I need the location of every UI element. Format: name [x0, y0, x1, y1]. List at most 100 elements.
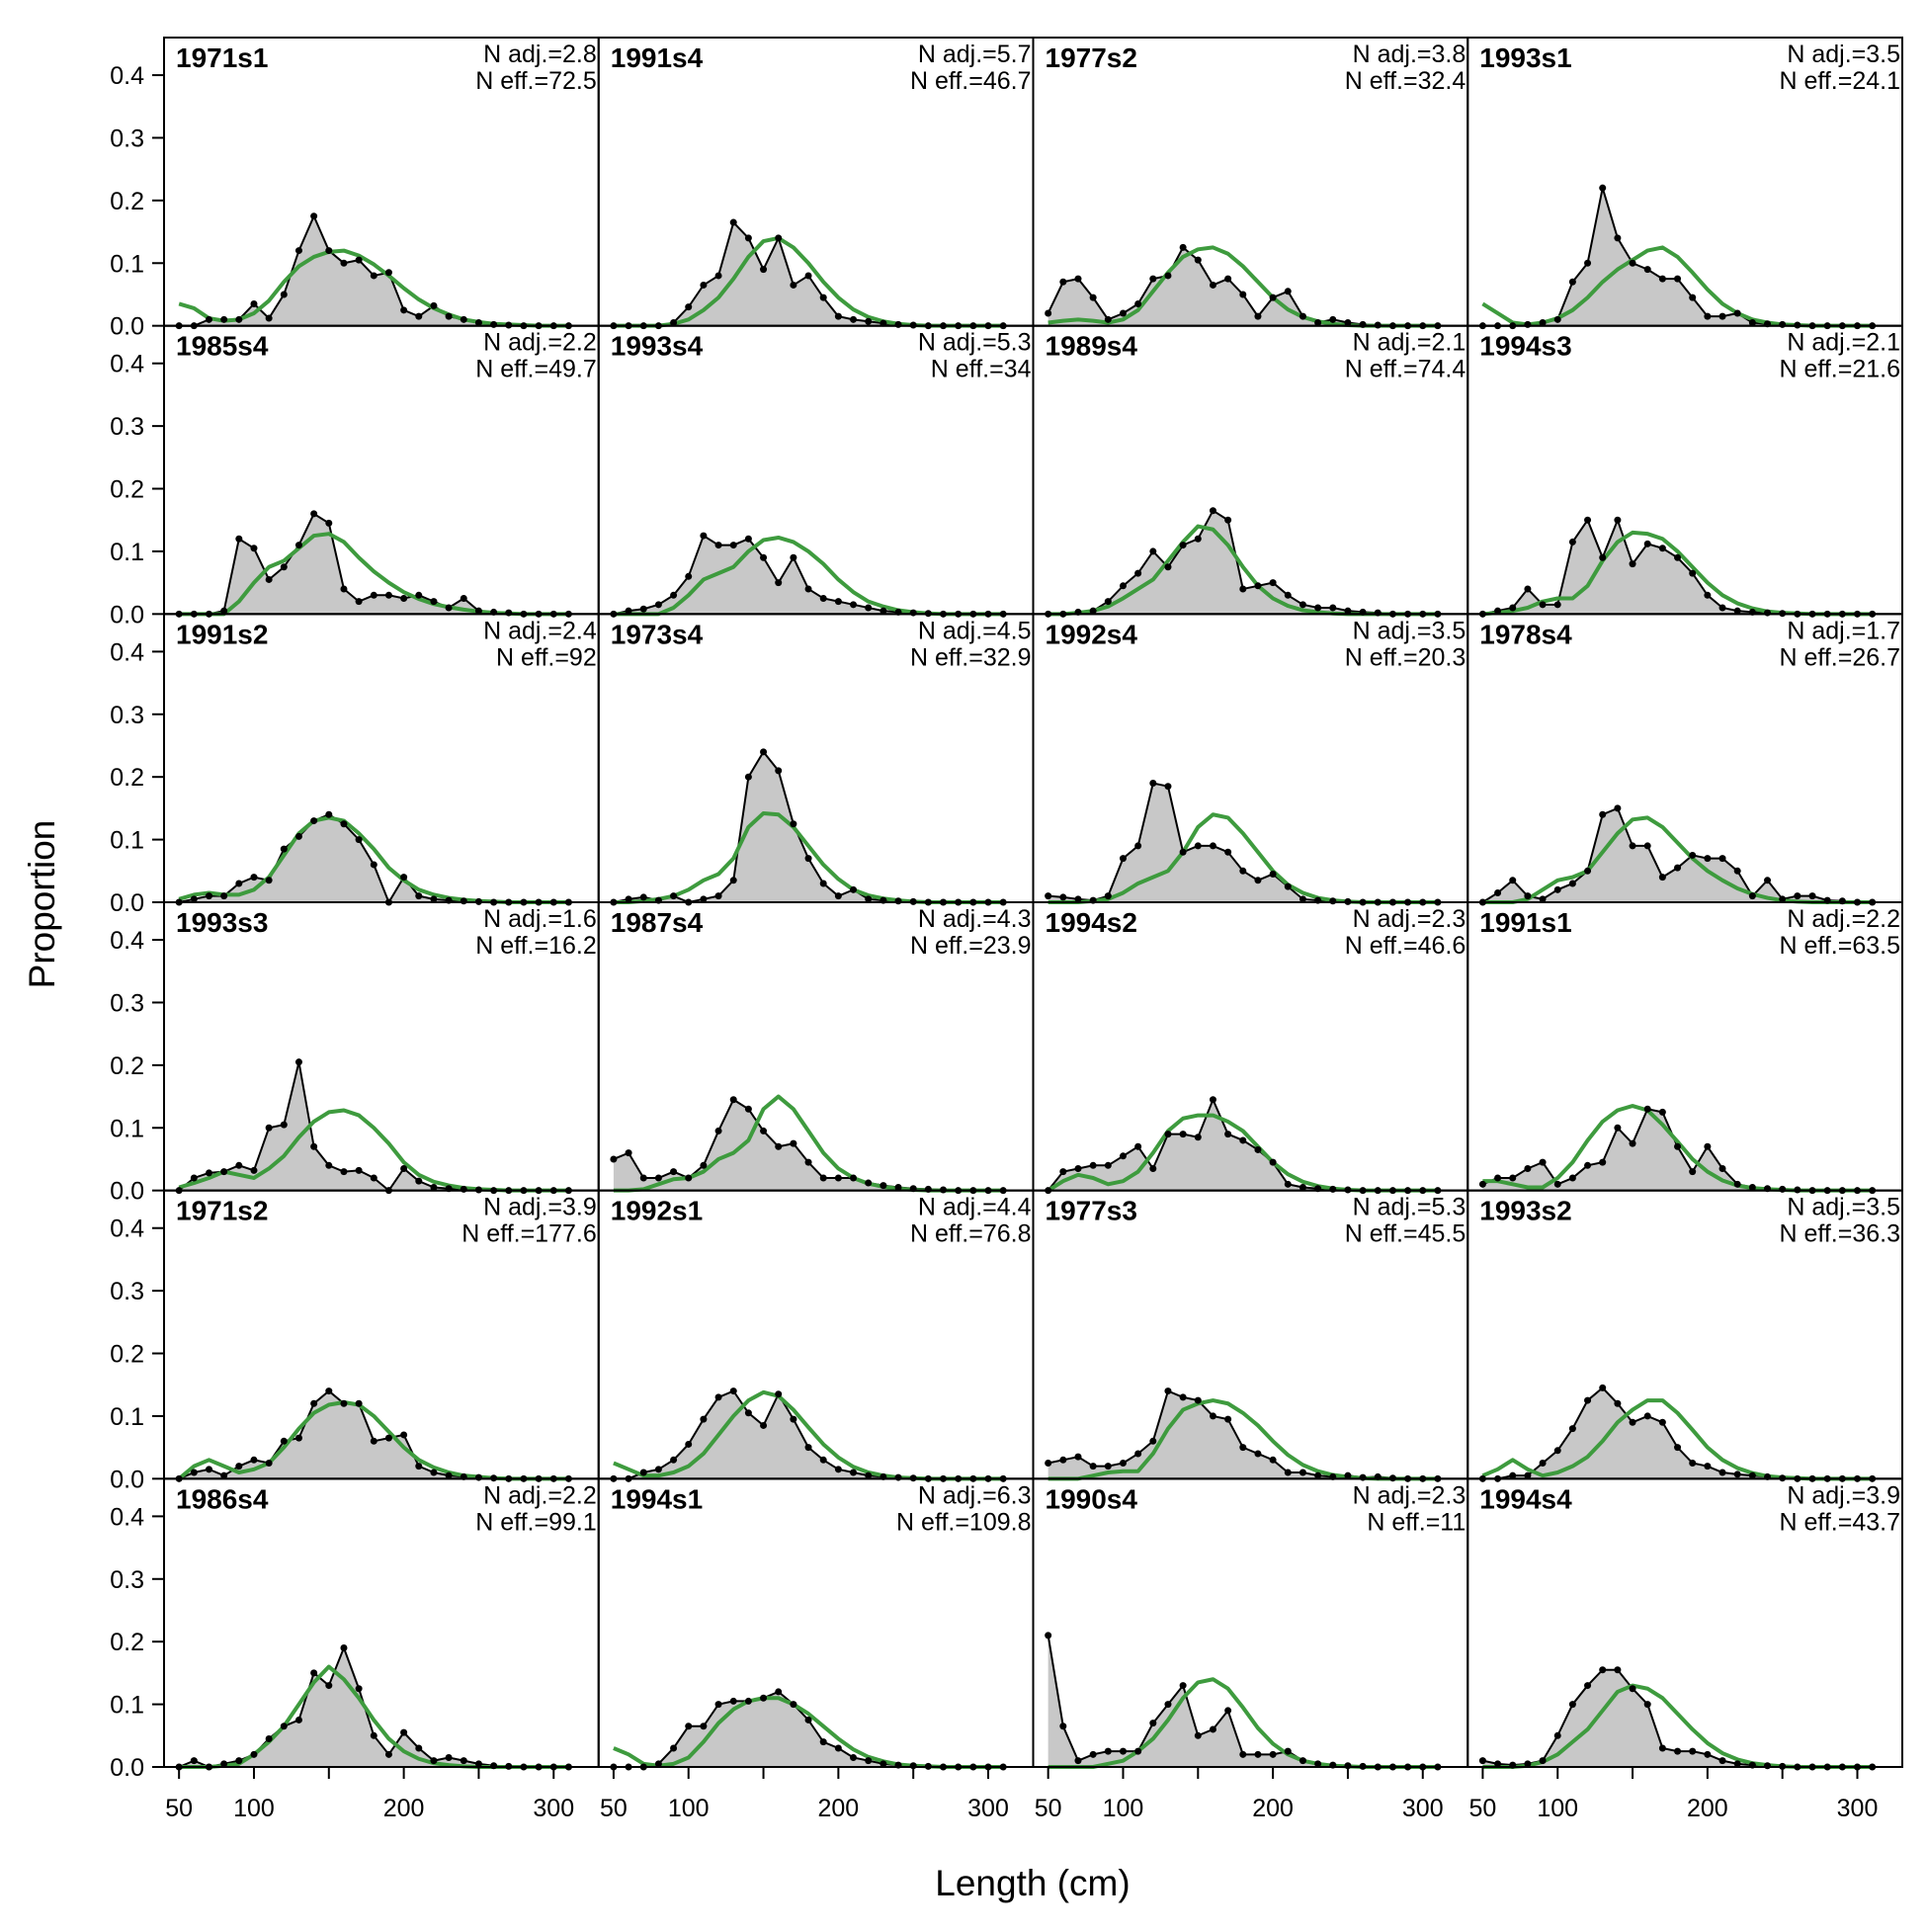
- observed-point: [654, 1760, 662, 1768]
- observed-point: [1568, 1701, 1576, 1709]
- observed-point: [804, 1444, 812, 1452]
- observed-point: [1524, 892, 1532, 900]
- observed-point: [1194, 842, 1202, 850]
- observed-point: [1045, 1632, 1052, 1639]
- observed-point: [670, 591, 678, 599]
- panel-1971s1: 1971s1 N adj.=2.8N eff.=72.5: [163, 37, 600, 330]
- observed-area: [1047, 1635, 1438, 1767]
- x-tick-label: 100: [1537, 1795, 1578, 1822]
- observed-point: [1539, 1158, 1547, 1166]
- observed-point: [1658, 1108, 1666, 1116]
- n-adj-label: N adj.=2.3: [1353, 1481, 1466, 1509]
- observed-point: [1764, 1762, 1772, 1770]
- observed-point: [654, 1466, 662, 1473]
- panel-label: 1986s4: [176, 1483, 269, 1514]
- observed-point: [744, 535, 752, 543]
- observed-point: [265, 314, 273, 322]
- observed-point: [1614, 804, 1622, 812]
- observed-point: [355, 256, 363, 264]
- observed-point: [430, 1183, 438, 1191]
- x-tick-label: 200: [818, 1795, 860, 1822]
- observed-point: [1733, 1760, 1741, 1768]
- observed-point: [1134, 842, 1142, 850]
- panel-label: 1989s4: [1046, 331, 1138, 362]
- n-eff-label: N eff.=11: [1367, 1508, 1466, 1536]
- observed-point: [1494, 607, 1502, 615]
- observed-point: [1119, 582, 1127, 590]
- observed-point: [265, 1124, 273, 1132]
- observed-point: [670, 892, 678, 900]
- observed-point: [1643, 1701, 1651, 1709]
- observed-point: [1584, 867, 1592, 875]
- x-tick-label: 50: [165, 1795, 193, 1822]
- observed-point: [790, 553, 797, 561]
- observed-point: [1718, 312, 1726, 320]
- panel-1994s1: 1994s1 N adj.=6.3N eff.=109.8: [597, 1477, 1035, 1771]
- n-adj-label: N adj.=3.5: [1787, 41, 1900, 68]
- observed-point: [1329, 897, 1337, 905]
- panel-1986s4: 1986s4 N adj.=2.2N eff.=99.1: [163, 1477, 600, 1771]
- n-adj-label: N adj.=2.1: [1353, 329, 1466, 357]
- observed-point: [1629, 1418, 1636, 1426]
- observed-point: [865, 1757, 873, 1765]
- observed-point: [1269, 1456, 1277, 1464]
- observed-point: [1269, 1750, 1277, 1758]
- observed-point: [1539, 318, 1547, 326]
- observed-point: [460, 594, 467, 602]
- observed-point: [310, 817, 318, 825]
- observed-point: [1224, 275, 1232, 283]
- observed-point: [1284, 1180, 1292, 1188]
- y-tick-label: 0.0: [110, 889, 144, 917]
- panel-label: 1977s2: [1046, 42, 1137, 73]
- panel-label: 1985s4: [176, 331, 269, 362]
- observed-point: [1779, 320, 1787, 328]
- observed-point: [1478, 1757, 1486, 1765]
- observed-point: [400, 594, 408, 602]
- observed-point: [1779, 1185, 1787, 1193]
- observed-point: [804, 585, 812, 593]
- observed-point: [685, 1174, 693, 1182]
- n-eff-label: N eff.=46.6: [1345, 932, 1466, 960]
- observed-point: [714, 1701, 722, 1709]
- observed-point: [1104, 1161, 1112, 1169]
- observed-point: [490, 1762, 498, 1770]
- observed-point: [924, 1185, 932, 1193]
- observed-point: [445, 312, 453, 320]
- observed-point: [1269, 294, 1277, 301]
- observed-point: [1718, 1164, 1726, 1172]
- observed-point: [1733, 867, 1741, 875]
- observed-point: [1553, 315, 1561, 323]
- x-tick-label: 50: [1035, 1795, 1062, 1822]
- observed-point: [235, 535, 243, 543]
- observed-point: [1209, 1725, 1216, 1733]
- observed-point: [1733, 1180, 1741, 1188]
- observed-point: [1344, 607, 1352, 615]
- observed-point: [775, 1688, 783, 1696]
- panel-frame: [1466, 1477, 1903, 1769]
- observed-point: [865, 1471, 873, 1479]
- n-adj-label: N adj.=5.3: [918, 329, 1032, 357]
- panel-1993s1: 1993s1 N adj.=3.5N eff.=24.1: [1466, 37, 1903, 330]
- panel-1978s4: 1978s4 N adj.=1.7N eff.=26.7: [1466, 613, 1903, 906]
- observed-point: [415, 1463, 423, 1470]
- panel-label: 1993s3: [176, 907, 268, 938]
- observed-point: [1614, 234, 1622, 242]
- n-eff-label: N eff.=177.6: [461, 1220, 596, 1248]
- observed-point: [1314, 604, 1322, 612]
- y-tick-label: 0.2: [110, 1341, 144, 1369]
- observed-point: [1314, 318, 1322, 326]
- observed-point: [384, 1750, 392, 1758]
- observed-point: [474, 1473, 482, 1481]
- observed-area: [179, 814, 569, 902]
- observed-point: [1045, 1459, 1052, 1467]
- panel-label: 1991s4: [611, 42, 704, 73]
- observed-point: [1164, 1387, 1172, 1395]
- n-eff-label: N eff.=16.2: [475, 932, 597, 960]
- observed-point: [280, 845, 288, 853]
- observed-point: [1284, 882, 1292, 890]
- observed-point: [235, 880, 243, 887]
- observed-point: [819, 1738, 827, 1746]
- observed-point: [310, 1669, 318, 1677]
- y-tick-label: 0.0: [110, 601, 144, 629]
- x-tick-label: 200: [383, 1795, 425, 1822]
